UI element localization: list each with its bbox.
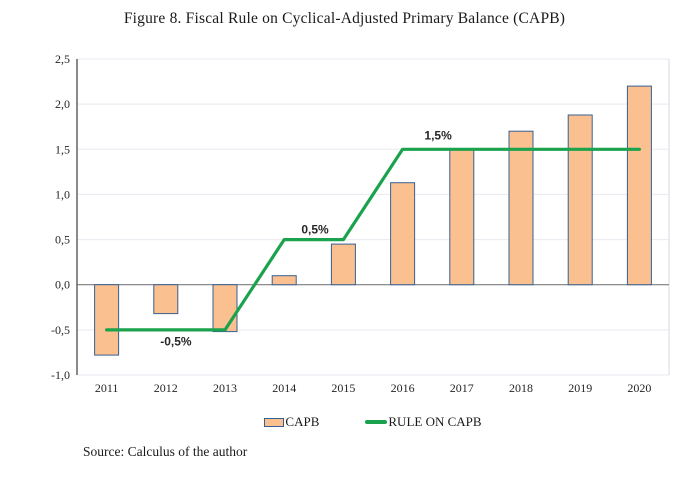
legend-item-capb: CAPB	[264, 414, 319, 430]
bar-2016	[390, 182, 416, 286]
bar-2017	[449, 148, 475, 286]
y-tick-label: 1,5	[55, 142, 70, 156]
bar-2014	[271, 275, 297, 286]
annotation-0,5%: 0,5%	[301, 223, 329, 237]
y-tick-label: 0,5	[55, 233, 70, 247]
x-tick-label: 2015	[331, 381, 355, 395]
x-tick-label: 2013	[213, 381, 237, 395]
capb-bar-swatch	[264, 417, 285, 427]
y-tick-label: 2,5	[55, 52, 70, 66]
annotation--0,5%: -0,5%	[160, 335, 192, 349]
x-tick-label: 2017	[450, 381, 474, 395]
x-tick-label: 2020	[627, 381, 651, 395]
x-tick-label: 2014	[272, 381, 296, 395]
legend-capb-label: CAPB	[285, 414, 320, 429]
y-tick-label: 2,0	[55, 97, 70, 111]
rule-line-swatch	[365, 420, 388, 424]
y-tick-label: 0,0	[55, 278, 70, 292]
bar-2019	[567, 114, 593, 286]
bar-2012	[153, 284, 179, 315]
x-tick-label: 2016	[391, 381, 415, 395]
bar-2015	[330, 243, 356, 286]
bar-2011	[94, 284, 120, 356]
x-tick-label: 2019	[568, 381, 592, 395]
x-tick-label: 2018	[509, 381, 533, 395]
legend-rule-label: RULE ON CAPB	[388, 414, 482, 429]
source-note: Source: Calculus of the author	[83, 444, 248, 459]
y-tick-label: -1,0	[51, 368, 70, 382]
annotation-1,5%: 1,5%	[424, 129, 452, 143]
chart-plot-area: 2,5 2,0 1,5 1,0 0,5 0,0 -0,5 -1,0 -0,5% 0,5% 1,5% 2…	[51, 52, 670, 395]
rule-on-capb-line	[104, 147, 642, 332]
bar-2018	[508, 130, 534, 286]
y-tick-label: -0,5	[51, 323, 70, 337]
legend: CAPB RULE ON CAPB	[77, 412, 669, 432]
y-tick-label: 1,0	[55, 187, 70, 201]
capb-chart: 2,5 2,0 1,5 1,0 0,5 0,0 -0,5 -1,0 -0,5% 0,5% 1,5% 2…	[51, 52, 670, 395]
x-tick-label: 2011	[95, 381, 119, 395]
x-tick-label: 2012	[154, 381, 178, 395]
legend-item-rule: RULE ON CAPB	[365, 414, 482, 430]
figure-title: Figure 8. Fiscal Rule on Cyclical-Adjust…	[123, 10, 566, 27]
bar-2020	[626, 85, 652, 286]
bar-2013	[212, 284, 238, 333]
